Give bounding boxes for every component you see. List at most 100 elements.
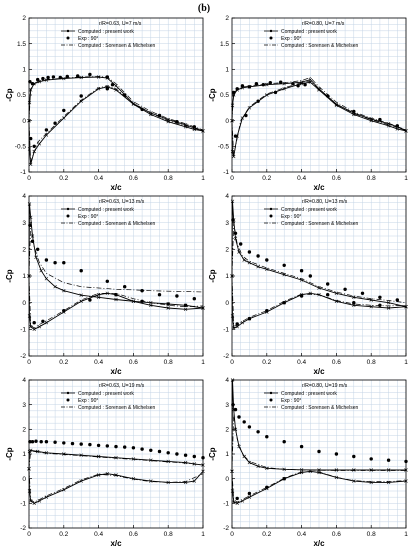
exp-point [265, 435, 269, 439]
exp-point [175, 452, 179, 456]
y-tick-label: 0 [22, 118, 26, 125]
computed-marker [265, 267, 269, 272]
exp-point [44, 440, 49, 444]
y-axis-label: -Cp [208, 88, 217, 101]
exp-point [36, 247, 40, 251]
y-axis-label: -Cp [5, 447, 14, 460]
computed-marker [386, 468, 391, 472]
computed-marker [386, 300, 391, 305]
computed-marker [44, 276, 49, 281]
exp-point [105, 75, 110, 79]
computed-marker [369, 304, 373, 309]
legend-label-exp: Exp : 90° [281, 214, 301, 220]
y-tick-label: 1.5 [220, 41, 229, 48]
computed-marker [131, 457, 136, 461]
series-3 [28, 450, 204, 469]
y-axis-label: -Cp [5, 88, 14, 101]
panels: 0 0.2 0.4 0.6 0.8 1 -1 -0.5 0 0.5 1 1.5 2 x/c -Cp r/R=0… [5, 15, 408, 548]
panel-title: r/R=0.80, U=7 m/s [302, 21, 345, 27]
computed-marker [334, 475, 339, 480]
computed-marker [149, 303, 153, 308]
exp-point [58, 75, 62, 80]
computed-line [28, 275, 204, 330]
y-tick-label: 3 [225, 402, 229, 409]
exp-point [44, 128, 49, 132]
series-4 [28, 468, 204, 503]
panel-title: r/R=0.63, U=7 m/s [99, 21, 142, 27]
computed-marker [62, 452, 66, 456]
legend-label-sorensen: Computed : Sorensen & Michelsen [78, 405, 155, 411]
exp-point [157, 293, 162, 297]
y-tick-label: 0.5 [220, 92, 229, 99]
computed-marker [183, 307, 188, 312]
sorensen-line [28, 85, 204, 162]
exp-point [395, 298, 399, 302]
exp-point [235, 322, 239, 326]
exp-point [183, 303, 188, 307]
x-tick-label: 1 [404, 531, 408, 538]
exp-point [247, 317, 252, 321]
sorensen-line [231, 471, 407, 503]
chart-panel-5: 0 0.2 0.4 0.6 0.8 1 -2 -1 0 1 2 3 4 x/c -Cp r/R=0.63, U… [5, 377, 205, 548]
sorensen-line [231, 414, 406, 472]
legend-label-sorensen: Computed : Sorensen & Michelsen [281, 405, 358, 411]
y-tick-label: -2 [223, 353, 229, 360]
exp-point [110, 83, 115, 87]
legend-label-sorensen: Computed : Sorensen & Michelsen [281, 43, 358, 49]
exp-point [326, 282, 330, 286]
exp-point [308, 274, 312, 278]
x-tick-label: 0.2 [262, 531, 271, 538]
x-tick-label: 0.4 [94, 359, 103, 366]
exp-point [140, 447, 144, 451]
y-tick-label: -1 [223, 169, 229, 176]
exp-point [114, 444, 118, 449]
computed-marker [149, 112, 153, 117]
legend-swatch-exp [66, 214, 70, 218]
grid [28, 379, 204, 529]
exp-point [123, 93, 127, 97]
exp-point [369, 457, 373, 461]
exp-point [105, 279, 110, 283]
computed-marker [404, 479, 408, 483]
exp-point [30, 82, 35, 86]
computed-marker [37, 499, 42, 503]
computed-marker [131, 476, 136, 481]
exp-point [256, 99, 260, 103]
computed-marker [265, 93, 269, 97]
computed-marker [62, 76, 66, 81]
computed-marker [201, 306, 205, 310]
y-tick-label: 0 [225, 118, 229, 125]
computed-marker [114, 88, 118, 92]
chart-panel-1: 0 0.2 0.4 0.6 0.8 1 -1 -0.5 0 0.5 1 1.5 2 x/c -Cp r/R=0… [5, 15, 205, 192]
legend-label-computed: Computed : present work [281, 207, 337, 213]
exp-point [123, 285, 127, 289]
series-2 [230, 469, 408, 506]
computed-marker [114, 297, 118, 302]
computed-marker [96, 295, 101, 300]
exp-point [30, 440, 35, 444]
y-tick-label: 3 [22, 402, 26, 409]
legend-swatch-exp [66, 398, 70, 402]
computed-marker [352, 479, 356, 483]
computed-marker [166, 306, 170, 310]
exp-point [28, 440, 32, 444]
legend-swatch-exp [269, 36, 273, 40]
x-tick-label: 0.2 [59, 175, 68, 182]
legend-label-computed: Computed : present work [78, 207, 134, 213]
exp-point [334, 452, 339, 456]
computed-marker [114, 455, 118, 460]
exp-point [303, 83, 307, 87]
computed-marker [149, 458, 153, 462]
exp-point [105, 444, 110, 448]
exp-point [279, 80, 283, 84]
x-tick-label: 0.8 [367, 359, 376, 366]
computed-marker [37, 142, 42, 146]
exp-point [123, 445, 127, 449]
exp-point [53, 121, 57, 125]
computed-marker [105, 291, 110, 296]
y-tick-label: 4 [22, 193, 26, 200]
legend: r/R=0.80, U=19 m/s Computed : present wor… [264, 383, 358, 411]
exp-point [62, 108, 66, 113]
legend-label-sorensen: Computed : Sorensen & Michelsen [281, 221, 358, 227]
exp-point [265, 258, 269, 262]
